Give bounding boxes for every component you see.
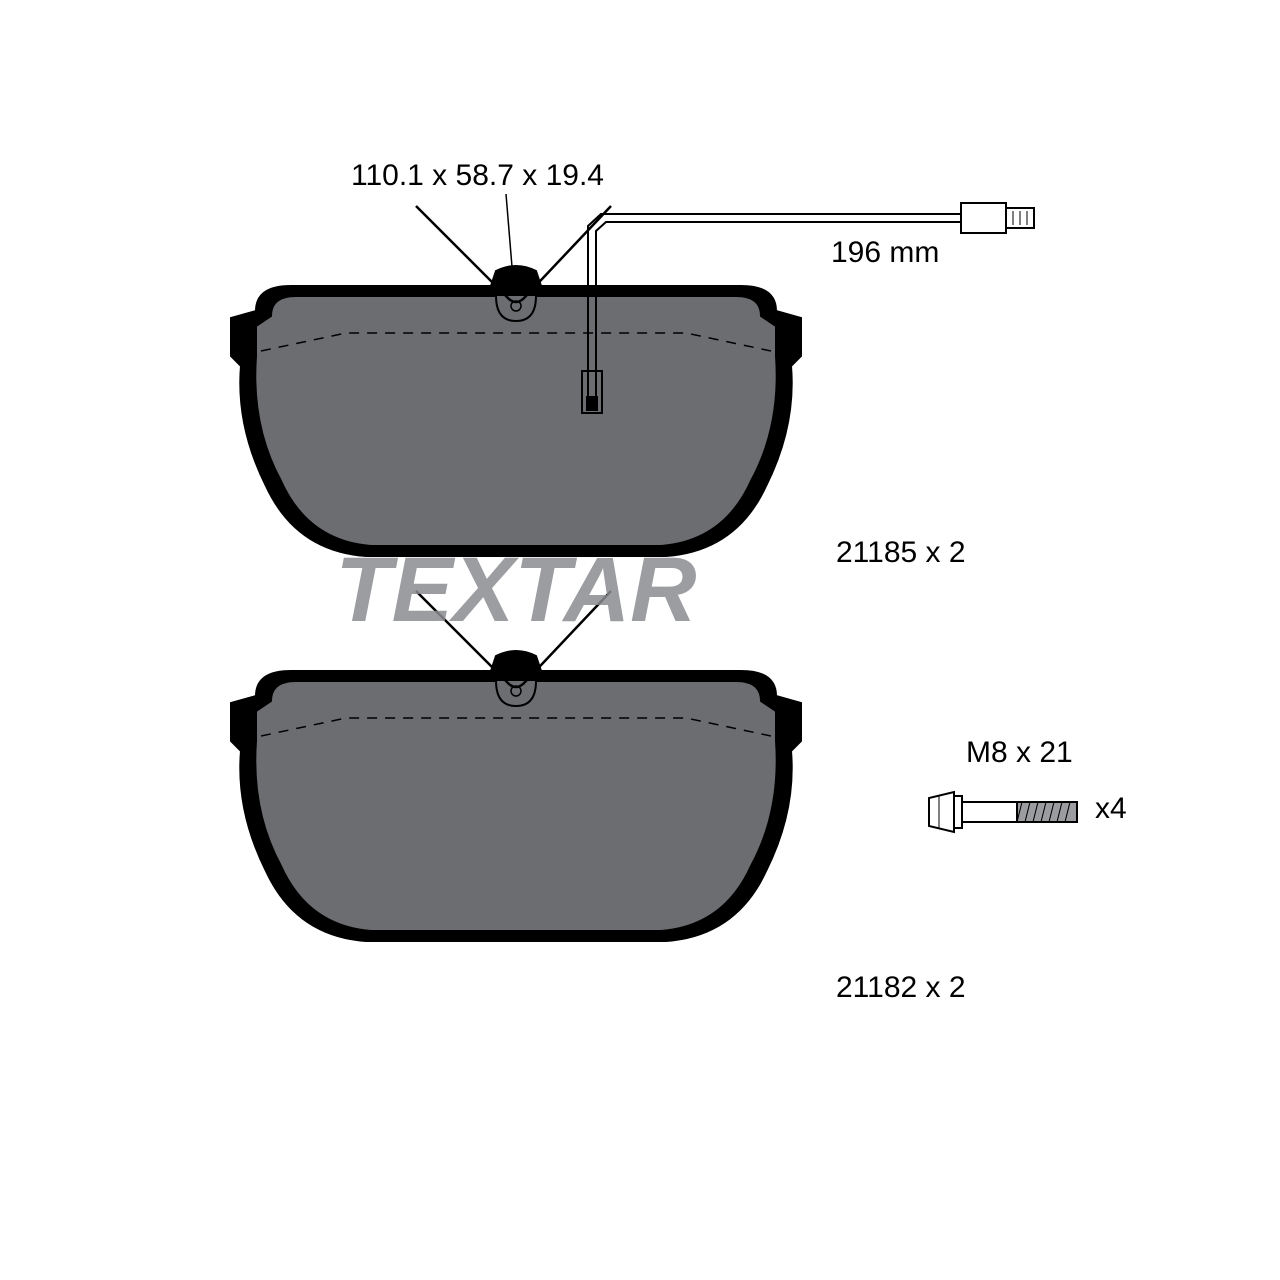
wire-length-label: 196 mm (831, 236, 939, 270)
wire-leader (796, 219, 826, 254)
bolt-icon (929, 792, 1077, 832)
diagram-svg: TEXTAR (96, 96, 1184, 1184)
pad-top-notch (496, 296, 536, 321)
bolt-spec-label: M8 x 21 (966, 736, 1073, 770)
bolt-qty-label: x4 (1095, 792, 1127, 826)
dimensions-label: 110.1 x 58.7 x 19.4 (351, 159, 604, 193)
brake-pad-bottom (231, 591, 801, 941)
watermark-text: TEXTAR (335, 539, 696, 641)
pad-bottom-notch (496, 681, 536, 706)
diagram-canvas: TEXTAR 110.1 x 58.7 x 19 (96, 96, 1184, 1184)
pad-bottom-partno-label: 21182 x 2 (836, 971, 966, 1005)
pad-top-partno-label: 21185 x 2 (836, 536, 966, 570)
